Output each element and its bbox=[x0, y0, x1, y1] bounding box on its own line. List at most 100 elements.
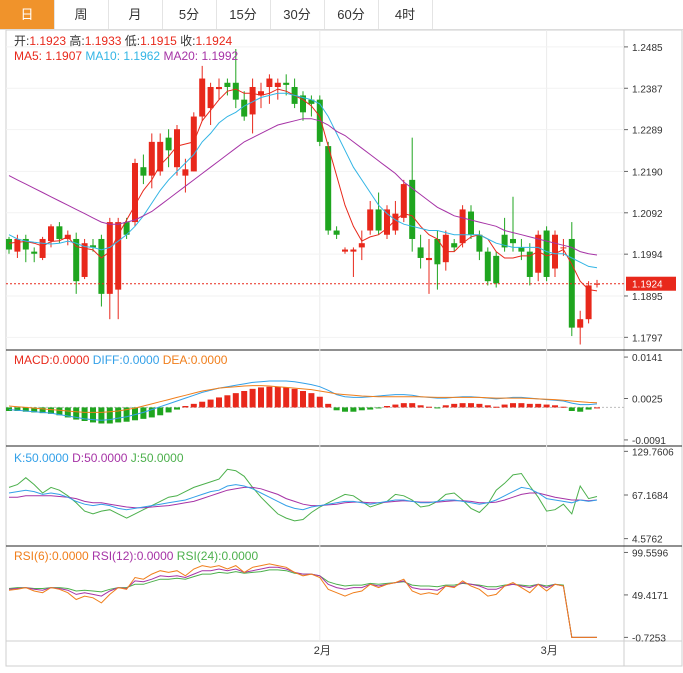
macd-bar bbox=[224, 395, 231, 408]
candle-body bbox=[48, 226, 54, 242]
tab-5[interactable]: 30分 bbox=[270, 0, 325, 29]
tab-1[interactable]: 周 bbox=[54, 0, 109, 29]
macd-bar bbox=[291, 388, 298, 408]
macd-bar bbox=[568, 407, 575, 411]
kdj-header-label-2: J: bbox=[127, 451, 140, 465]
candle-body bbox=[283, 82, 290, 85]
macd-bar bbox=[451, 403, 458, 408]
candle-body bbox=[560, 247, 567, 249]
macd-bar bbox=[325, 403, 332, 408]
ohlc-value-3: 1.1924 bbox=[195, 34, 232, 48]
candle-body bbox=[123, 222, 130, 235]
tab-6[interactable]: 60分 bbox=[324, 0, 379, 29]
kdj-header-value-2: 50.0000 bbox=[140, 451, 184, 465]
macd-header-value-2: 0.0000 bbox=[191, 353, 228, 367]
ma-value-0: 1.1907 bbox=[45, 49, 82, 63]
macd-bar bbox=[132, 407, 138, 421]
rsi-header-value-1: 0.0000 bbox=[137, 549, 174, 563]
macd-bar bbox=[283, 387, 290, 408]
kdj-header-value-1: 50.0000 bbox=[84, 451, 128, 465]
tab-3[interactable]: 5分 bbox=[162, 0, 217, 29]
candle-body bbox=[426, 257, 432, 261]
kdj-header-label-0: K: bbox=[14, 451, 25, 465]
kdj-header-label-1: D: bbox=[69, 451, 84, 465]
kdj-tick-label-2: 4.5762 bbox=[632, 535, 663, 546]
macd-bar bbox=[518, 403, 525, 408]
candle-body bbox=[342, 249, 348, 252]
macd-bar bbox=[367, 407, 374, 410]
macd-tick-label-2: -0.0091 bbox=[632, 436, 666, 447]
chart-frame bbox=[5, 30, 683, 667]
ma-value-2: 1.1992 bbox=[201, 49, 238, 63]
macd-bar bbox=[232, 393, 239, 408]
macd-bar bbox=[115, 407, 122, 423]
macd-bar bbox=[350, 407, 357, 412]
price-tick-label-7: 1.1797 bbox=[632, 333, 663, 344]
candle-body bbox=[459, 209, 466, 244]
kdj-header-value-0: 50.0000 bbox=[25, 451, 69, 465]
price-tick-label-3: 1.2190 bbox=[632, 167, 663, 178]
macd-bar bbox=[140, 407, 147, 419]
macd-bar bbox=[384, 406, 390, 408]
kdj-tick-label-1: 67.1684 bbox=[632, 491, 669, 502]
k-line bbox=[8, 484, 598, 511]
candle-body bbox=[409, 179, 416, 239]
macd-bar bbox=[333, 407, 340, 411]
macd-bar bbox=[123, 407, 130, 422]
candle-body bbox=[501, 234, 508, 248]
candle-body bbox=[98, 238, 105, 294]
tab-2[interactable]: 月 bbox=[108, 0, 163, 29]
candle-body bbox=[39, 238, 46, 258]
candle-body bbox=[417, 247, 424, 258]
tab-4[interactable]: 15分 bbox=[216, 0, 271, 29]
macd-bar bbox=[300, 391, 306, 408]
candle-body bbox=[266, 78, 273, 87]
tab-7[interactable]: 4时 bbox=[378, 0, 433, 29]
candle-body bbox=[543, 230, 550, 277]
d-line bbox=[9, 486, 598, 509]
macd-header-label-1: DIFF: bbox=[89, 353, 122, 367]
dea-line bbox=[8, 385, 598, 413]
macd-bar bbox=[98, 407, 105, 424]
rsi6-line bbox=[8, 563, 597, 638]
ma5-line bbox=[8, 88, 598, 292]
candle-body bbox=[31, 251, 38, 254]
price-tick-label-2: 1.2289 bbox=[632, 126, 663, 137]
macd-bar bbox=[182, 406, 189, 408]
candle-body bbox=[249, 86, 256, 115]
candle-body bbox=[174, 129, 180, 168]
ma10-line bbox=[8, 92, 598, 269]
candle-body bbox=[434, 238, 441, 265]
candle-body bbox=[190, 116, 197, 172]
candle-body bbox=[367, 209, 374, 231]
candle-body bbox=[510, 238, 516, 244]
macd-bar bbox=[48, 407, 54, 414]
candle-body bbox=[392, 213, 399, 231]
candle-body bbox=[350, 249, 357, 252]
candle-body bbox=[216, 86, 222, 90]
candle-body bbox=[258, 91, 264, 96]
macd-bar bbox=[342, 407, 348, 412]
j-line bbox=[8, 468, 598, 522]
diff-line bbox=[8, 380, 598, 421]
macd-bar bbox=[476, 403, 483, 408]
macd-bar bbox=[560, 406, 567, 408]
macd-bar bbox=[241, 391, 248, 408]
rsi24-line bbox=[8, 569, 597, 638]
ohlc-value-1: 1.1933 bbox=[85, 34, 122, 48]
macd-bar bbox=[308, 393, 315, 408]
rsi-header-label-0: RSI(6): bbox=[14, 549, 52, 563]
candle-body bbox=[300, 95, 306, 113]
tab-0[interactable]: 日 bbox=[0, 0, 55, 29]
candle-body bbox=[14, 238, 21, 252]
macd-bar bbox=[274, 386, 281, 408]
macd-header-label-0: MACD: bbox=[14, 353, 53, 367]
ohlc-label-2: 低: bbox=[121, 34, 140, 48]
macd-bar bbox=[358, 407, 365, 411]
macd-bar bbox=[409, 403, 416, 408]
candle-body bbox=[6, 238, 12, 250]
candle-body bbox=[115, 222, 122, 290]
macd-header: MACD:0.0000 DIFF:0.0000 DEA:0.0000 bbox=[14, 353, 228, 367]
macd-bar bbox=[258, 387, 264, 408]
rsi-header-label-1: RSI(12): bbox=[89, 549, 137, 563]
